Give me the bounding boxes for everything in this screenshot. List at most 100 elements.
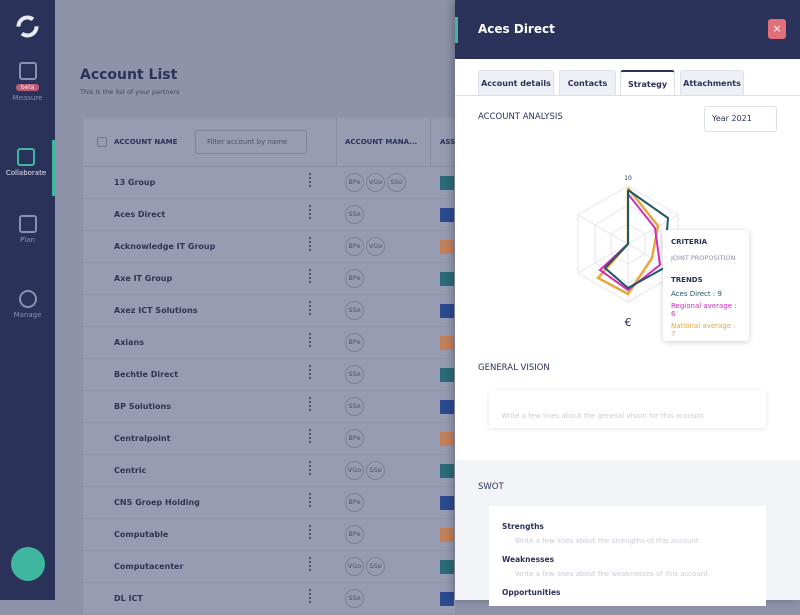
filter-input[interactable]: Filter account by name: [195, 130, 307, 154]
row-menu[interactable]: [309, 365, 312, 379]
manager-chips: BPe: [345, 333, 366, 352]
table-row[interactable]: Centric VGo SSo: [83, 455, 455, 487]
row-menu[interactable]: [309, 397, 312, 411]
row-menu[interactable]: [309, 205, 312, 219]
manager-chip: SSo: [345, 205, 364, 224]
account-name: Acknowledge IT Group: [114, 242, 216, 251]
row-menu[interactable]: [309, 525, 312, 539]
vision-input[interactable]: Write a few lines about the general visi…: [489, 390, 766, 428]
status-icon: [440, 400, 454, 414]
row-menu[interactable]: [309, 237, 312, 251]
table-row[interactable]: Axians BPe: [83, 327, 455, 359]
section-title: ACCOUNT ANALYSIS: [478, 112, 563, 122]
year-select[interactable]: Year 2021: [704, 106, 777, 132]
table-row[interactable]: Computacenter VGo SSo: [83, 551, 455, 583]
account-name: 13 Group: [114, 178, 156, 187]
tooltip-heading: TRENDS: [671, 276, 703, 284]
column-header[interactable]: ACCOUNT MANA...: [345, 138, 418, 146]
nav-label: Plan: [20, 236, 35, 244]
table-row[interactable]: Centralpoint BPe: [83, 423, 455, 455]
nav-item[interactable]: Collaborate: [0, 140, 55, 196]
tooltip-criteria: JOINT PROPOSITION: [671, 254, 736, 262]
manager-chips: BPe VGo: [345, 237, 387, 256]
table-row[interactable]: 13 Group BPe VGo SSo: [83, 167, 455, 199]
table-row[interactable]: Aces Direct SSo: [83, 199, 455, 231]
svg-text:€: €: [625, 316, 632, 329]
account-name: Computable: [114, 530, 169, 539]
manager-chip: BPe: [345, 493, 364, 512]
tooltip-heading: CRITERIA: [671, 238, 708, 246]
row-menu[interactable]: [309, 173, 312, 187]
row-menu[interactable]: [309, 269, 312, 283]
placeholder: Write a few lines about the general visi…: [501, 412, 704, 420]
table-row[interactable]: Bechtle Direct SSo: [83, 359, 455, 391]
placeholder[interactable]: Write a few lines about the strengths of…: [515, 537, 699, 545]
manager-chip: SSo: [345, 301, 364, 320]
manager-chip: BPe: [345, 237, 364, 256]
tab[interactable]: Strategy: [620, 70, 675, 96]
manager-chip: SSo: [366, 557, 385, 576]
row-menu[interactable]: [309, 589, 312, 603]
table-row[interactable]: Axez ICT Solutions SSo: [83, 295, 455, 327]
account-name: Centric: [114, 466, 147, 475]
manager-chip: SSo: [345, 365, 364, 384]
nav-item[interactable]: beta Measure: [0, 62, 55, 107]
manager-chip: VGo: [366, 237, 385, 256]
table-header: ACCOUNT NAME Filter account by name ACCO…: [83, 118, 455, 167]
tab[interactable]: Attachments: [680, 70, 744, 96]
status-icon: [440, 304, 454, 318]
manager-chips: BPe: [345, 269, 366, 288]
select-all[interactable]: [97, 137, 107, 147]
table-row[interactable]: Acknowledge IT Group BPe VGo: [83, 231, 455, 263]
column-header[interactable]: ASS: [440, 138, 456, 146]
nav-icon: [17, 148, 35, 166]
manager-chips: SSo: [345, 589, 366, 608]
row-menu[interactable]: [309, 557, 312, 571]
trend-line: Aces Direct : 9: [671, 290, 722, 298]
manager-chip: SSo: [366, 461, 385, 480]
account-name: Bechtle Direct: [114, 370, 179, 379]
swot-section: SWOT Strengths Write a few lines about th…: [455, 460, 800, 606]
manager-chip: BPe: [345, 269, 364, 288]
status-icon: [440, 368, 454, 382]
row-menu[interactable]: [309, 493, 312, 507]
chat-button[interactable]: [11, 547, 45, 581]
manager-chips: BPe: [345, 429, 366, 448]
manager-chips: SSo: [345, 205, 366, 224]
row-menu[interactable]: [309, 333, 312, 347]
table-row[interactable]: DL ICT SSo: [83, 583, 455, 615]
tab[interactable]: Account details: [478, 70, 554, 96]
list-subtitle: This is the list of your partners: [80, 88, 180, 96]
tab[interactable]: Contacts: [559, 70, 616, 96]
table-row[interactable]: Axe IT Group BPe: [83, 263, 455, 295]
nav-item[interactable]: Manage: [0, 290, 55, 335]
account-name: Axe IT Group: [114, 274, 173, 283]
row-menu[interactable]: [309, 429, 312, 443]
status-icon: [440, 496, 454, 510]
nav-item[interactable]: Plan: [0, 215, 55, 260]
manager-chips: VGo SSo: [345, 557, 387, 576]
column-header[interactable]: ACCOUNT NAME: [114, 138, 178, 146]
sidebar: beta Measure Collaborate Plan Manage: [0, 0, 55, 600]
status-icon: [440, 432, 454, 446]
swot-label: Weaknesses: [502, 555, 555, 564]
swot-label: Opportunities: [502, 588, 561, 597]
account-list: Account List This is the list of your pa…: [55, 0, 455, 615]
row-menu[interactable]: [309, 301, 312, 315]
trend-line: Regional average : 6: [671, 302, 737, 318]
account-name: BP Solutions: [114, 402, 171, 411]
placeholder[interactable]: Write a few lines about the weaknesses o…: [515, 570, 709, 578]
table-row[interactable]: Computable BPe: [83, 519, 455, 551]
table-row[interactable]: CNS Groep Holding BPe: [83, 487, 455, 519]
account-name: DL ICT: [114, 594, 143, 603]
manager-chips: SSo: [345, 365, 366, 384]
close-button[interactable]: ×: [768, 19, 786, 39]
manager-chips: BPe: [345, 525, 366, 544]
table-row[interactable]: BP Solutions SSo: [83, 391, 455, 423]
nav-icon: [18, 215, 37, 233]
status-icon: [440, 560, 454, 574]
account-name: Axez ICT Solutions: [114, 306, 198, 315]
manager-chip: BPe: [345, 173, 364, 192]
row-menu[interactable]: [309, 461, 312, 475]
nav-icon: [18, 290, 37, 308]
